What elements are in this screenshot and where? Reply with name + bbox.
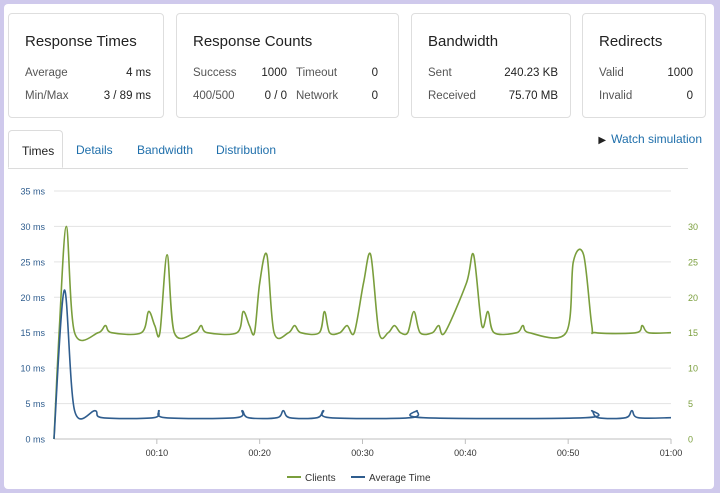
y-tick-right: 0 (688, 435, 693, 445)
legend-clients-label: Clients (305, 473, 336, 484)
y-tick-left: 0 ms (25, 435, 45, 445)
chart-tabs: Times Details Bandwidth Distribution (8, 130, 688, 169)
y-tick-left: 20 ms (20, 293, 45, 303)
y-tick-left: 15 ms (20, 328, 45, 338)
y-tick-right: 5 (688, 399, 693, 409)
status-400-500-value: 0 / 0 (264, 90, 287, 102)
y-tick-left: 10 ms (20, 364, 45, 374)
series-line-clients (53, 225, 672, 440)
app-frame: Response Times Average 4 ms Min/Max 3 / … (4, 4, 714, 489)
response-times-card: Response Times Average 4 ms Min/Max 3 / … (8, 13, 164, 118)
received-label: Received (428, 90, 476, 102)
bandwidth-card: Bandwidth Sent 240.23 KB Received 75.70 … (411, 13, 571, 118)
y-tick-right: 15 (688, 328, 698, 338)
timeout-label: Timeout (296, 67, 338, 79)
average-label: Average (25, 67, 68, 79)
chart-lines (53, 225, 672, 440)
y-tick-left: 35 ms (20, 187, 45, 197)
tab-details[interactable]: Details (76, 143, 113, 157)
y-tick-right: 25 (688, 257, 698, 267)
response-counts-card: Response Counts Success 1000 Timeout 0 4… (176, 13, 399, 118)
y-tick-right: 20 (688, 293, 698, 303)
watch-simulation-label: Watch simulation (611, 132, 702, 146)
average-value: 4 ms (126, 67, 151, 79)
invalid-label: Invalid (599, 90, 633, 102)
tab-distribution[interactable]: Distribution (216, 143, 277, 157)
y-tick-left: 25 ms (20, 257, 45, 267)
chart-grid (54, 190, 671, 440)
play-icon: ▶ (598, 135, 607, 146)
legend-average-label: Average Time (369, 473, 431, 484)
minmax-value: 3 / 89 ms (103, 90, 151, 102)
valid-label: Valid (599, 67, 624, 79)
x-tick-label: 01:00 (660, 448, 683, 458)
redirects-card: Redirects Valid 1000 Invalid 0 (582, 13, 706, 118)
y-tick-right: 30 (688, 222, 698, 232)
sent-value: 240.23 KB (504, 67, 558, 79)
success-value: 1000 (261, 67, 287, 79)
x-tick-label: 00:50 (557, 448, 580, 458)
received-value: 75.70 MB (508, 90, 558, 102)
success-label: Success (193, 67, 237, 79)
x-tick-label: 00:40 (454, 448, 477, 458)
card-title: Bandwidth (428, 33, 499, 50)
network-label: Network (296, 90, 339, 102)
chart-legend: Clients Average Time (287, 473, 431, 484)
valid-value: 1000 (667, 67, 693, 79)
card-title: Response Counts (193, 33, 313, 50)
network-value: 0 (371, 90, 378, 102)
series-line-average-time (53, 289, 672, 440)
tab-bandwidth[interactable]: Bandwidth (137, 143, 194, 157)
y-axis-left: 0 ms 5 ms 10 ms 15 ms 20 ms 25 ms 30 ms 35 ms (20, 187, 45, 445)
times-chart: 0 ms 5 ms 10 ms 15 ms 20 ms 25 ms 30 ms 35 ms 0… (20, 187, 698, 485)
y-tick-right: 10 (688, 364, 698, 374)
timeout-value: 0 (371, 67, 378, 79)
x-tick-label: 00:10 (146, 448, 169, 458)
tab-times[interactable]: Times (8, 130, 63, 168)
minmax-label: Min/Max (25, 90, 69, 102)
invalid-value: 0 (686, 90, 693, 102)
x-tick-label: 00:20 (248, 448, 271, 458)
sent-label: Sent (428, 67, 452, 79)
card-title: Redirects (599, 33, 663, 50)
card-title: Response Times (25, 33, 137, 50)
status-400-500-label: 400/500 (193, 90, 235, 102)
y-tick-left: 5 ms (25, 399, 45, 409)
y-axis-right: 0 5 10 15 20 25 30 (688, 222, 698, 445)
x-tick-label: 00:30 (351, 448, 374, 458)
watch-simulation-link[interactable]: ▶ Watch simulation (598, 132, 702, 146)
y-tick-left: 30 ms (20, 222, 45, 232)
x-axis: 00:10 00:20 00:30 00:40 00:50 01:00 (54, 438, 683, 458)
